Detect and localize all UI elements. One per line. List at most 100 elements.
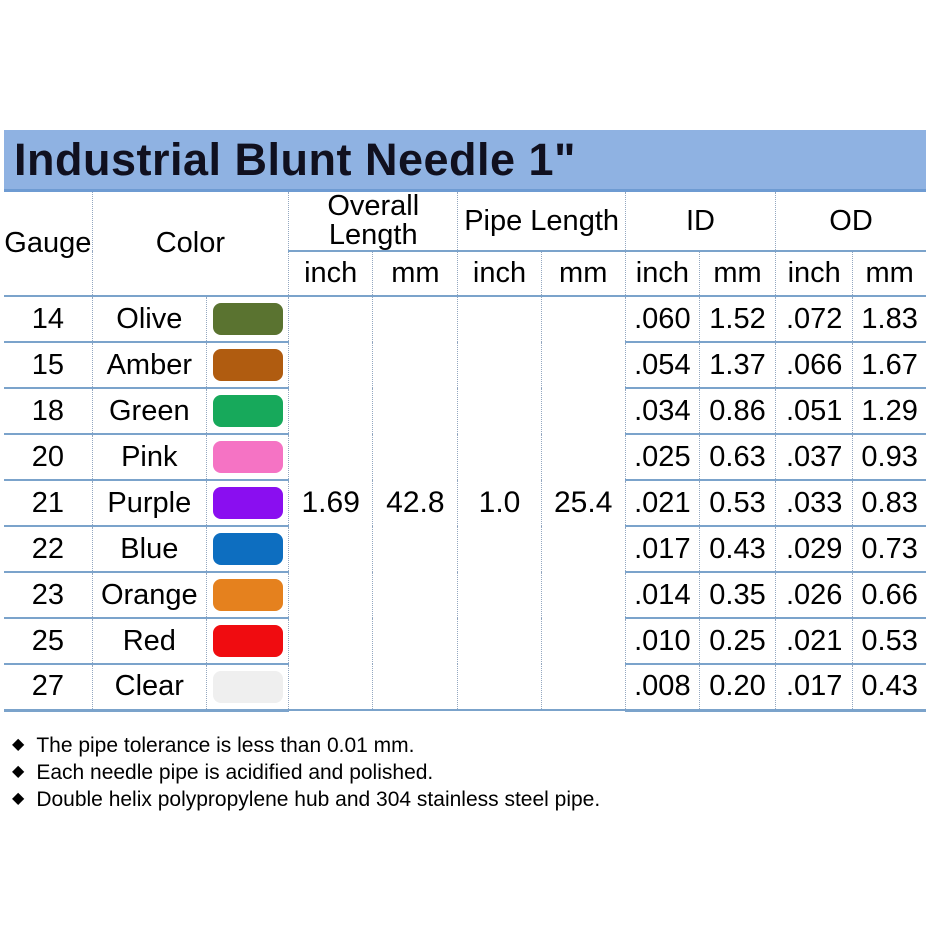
subheader-id-mm: mm xyxy=(698,251,776,297)
id-inch-cell: .014 xyxy=(624,572,700,619)
header-color: Color xyxy=(91,192,289,297)
color-swatch xyxy=(212,303,283,335)
color-swatch-cell xyxy=(205,388,289,435)
id-inch-cell: .060 xyxy=(624,296,700,343)
od-inch-cell: .072 xyxy=(775,296,853,343)
id-mm-cell: 0.86 xyxy=(698,388,776,435)
pipe-length-mm-cell: 25.4 xyxy=(540,296,626,711)
color-swatch xyxy=(212,395,283,427)
notes-list: ◆ The pipe tolerance is less than 0.01 m… xyxy=(4,732,926,813)
color-swatch-cell xyxy=(205,572,289,619)
color-name-cell: Amber xyxy=(91,342,207,389)
note-text: The pipe tolerance is less than 0.01 mm. xyxy=(36,733,415,757)
color-swatch-cell xyxy=(205,618,289,665)
color-swatch xyxy=(212,441,283,473)
id-inch-cell: .054 xyxy=(624,342,700,389)
subheader-overall-length-inch: inch xyxy=(288,251,373,297)
subheader-od-mm: mm xyxy=(852,251,926,297)
color-name-cell: Blue xyxy=(91,526,207,573)
od-inch-cell: .051 xyxy=(775,388,853,435)
id-inch-cell: .017 xyxy=(624,526,700,573)
color-swatch-cell xyxy=(205,434,289,481)
id-inch-cell: .034 xyxy=(624,388,700,435)
gauge-cell: 18 xyxy=(3,388,93,435)
gauge-cell: 15 xyxy=(3,342,93,389)
color-swatch xyxy=(212,670,283,703)
subheader-pipe-length-inch: inch xyxy=(457,251,542,297)
od-inch-cell: .021 xyxy=(775,618,853,665)
table-row: 22 Blue .017 0.43 .029 0.73 xyxy=(3,526,926,573)
diamond-bullet-icon: ◆ xyxy=(12,735,25,753)
color-swatch-cell xyxy=(205,664,289,712)
color-name-cell: Red xyxy=(91,618,207,665)
od-mm-cell: 1.29 xyxy=(852,388,926,435)
od-mm-cell: 1.83 xyxy=(852,296,926,343)
gauge-cell: 14 xyxy=(3,296,93,343)
table-row: 20 Pink .025 0.63 .037 0.93 xyxy=(3,434,926,481)
table-row: 14 Olive 1.69 42.8 1.0 25.4 .060 1.52 .0… xyxy=(3,296,926,711)
header-id: ID xyxy=(624,192,776,252)
id-mm-cell: 1.37 xyxy=(698,342,776,389)
id-inch-cell: .025 xyxy=(624,434,700,481)
od-mm-cell: 0.93 xyxy=(852,434,926,481)
od-inch-cell: .066 xyxy=(775,342,853,389)
id-mm-cell: 0.43 xyxy=(698,526,776,573)
table-row: 27 Clear .008 0.20 .017 0.43 xyxy=(3,664,926,712)
color-swatch-cell xyxy=(205,296,289,343)
od-mm-cell: 0.43 xyxy=(852,664,926,712)
note-text: Double helix polypropylene hub and 304 s… xyxy=(36,787,601,811)
color-name-cell: Olive xyxy=(91,296,207,343)
color-swatch-cell xyxy=(205,480,289,527)
table-row: 15 Amber .054 1.37 .066 1.67 xyxy=(3,342,926,389)
od-inch-cell: .033 xyxy=(775,480,853,527)
table-row: 23 Orange .014 0.35 .026 0.66 xyxy=(3,572,926,619)
od-mm-cell: 1.67 xyxy=(852,342,926,389)
gauge-cell: 23 xyxy=(3,572,93,619)
gauge-cell: 25 xyxy=(3,618,93,665)
gauge-cell: 20 xyxy=(3,434,93,481)
color-swatch-cell xyxy=(205,526,289,573)
id-mm-cell: 0.35 xyxy=(698,572,776,619)
color-swatch xyxy=(212,625,283,657)
subheader-pipe-length-mm: mm xyxy=(540,251,626,297)
id-inch-cell: .021 xyxy=(624,480,700,527)
od-inch-cell: .017 xyxy=(775,664,853,712)
table-row: 18 Green .034 0.86 .051 1.29 xyxy=(3,388,926,435)
header-pipe-length: Pipe Length xyxy=(457,192,626,252)
id-mm-cell: 0.53 xyxy=(698,480,776,527)
color-name-cell: Purple xyxy=(91,480,207,527)
note-item: ◆ Double helix polypropylene hub and 304… xyxy=(12,786,926,813)
color-swatch xyxy=(212,349,283,381)
subheader-id-inch: inch xyxy=(624,251,700,297)
gauge-cell: 21 xyxy=(3,480,93,527)
page-title: Industrial Blunt Needle 1" xyxy=(4,130,926,192)
od-mm-cell: 0.66 xyxy=(852,572,926,619)
note-item: ◆ The pipe tolerance is less than 0.01 m… xyxy=(12,732,926,759)
color-name-cell: Clear xyxy=(91,664,207,712)
color-name-cell: Green xyxy=(91,388,207,435)
color-name-cell: Pink xyxy=(91,434,207,481)
id-mm-cell: 1.52 xyxy=(698,296,776,343)
color-swatch xyxy=(212,579,283,611)
subheader-od-inch: inch xyxy=(775,251,853,297)
table-row: 21 Purple .021 0.53 .033 0.83 xyxy=(3,480,926,527)
color-swatch-cell xyxy=(205,342,289,389)
id-inch-cell: .010 xyxy=(624,618,700,665)
subheader-overall-length-mm: mm xyxy=(372,251,458,297)
note-item: ◆ Each needle pipe is acidified and poli… xyxy=(12,759,926,786)
header-overall-length: Overall Length xyxy=(288,192,458,252)
od-mm-cell: 0.83 xyxy=(852,480,926,527)
header-od: OD xyxy=(775,192,926,252)
gauge-cell: 22 xyxy=(3,526,93,573)
color-swatch xyxy=(212,487,283,519)
color-swatch xyxy=(212,533,283,565)
od-inch-cell: .037 xyxy=(775,434,853,481)
overall-length-mm-cell: 42.8 xyxy=(372,296,458,711)
id-inch-cell: .008 xyxy=(624,664,700,712)
note-text: Each needle pipe is acidified and polish… xyxy=(36,760,434,784)
table-row: 25 Red .010 0.25 .021 0.53 xyxy=(3,618,926,665)
color-name-cell: Orange xyxy=(91,572,207,619)
header-gauge: Gauge xyxy=(3,192,93,297)
diamond-bullet-icon: ◆ xyxy=(12,762,25,780)
